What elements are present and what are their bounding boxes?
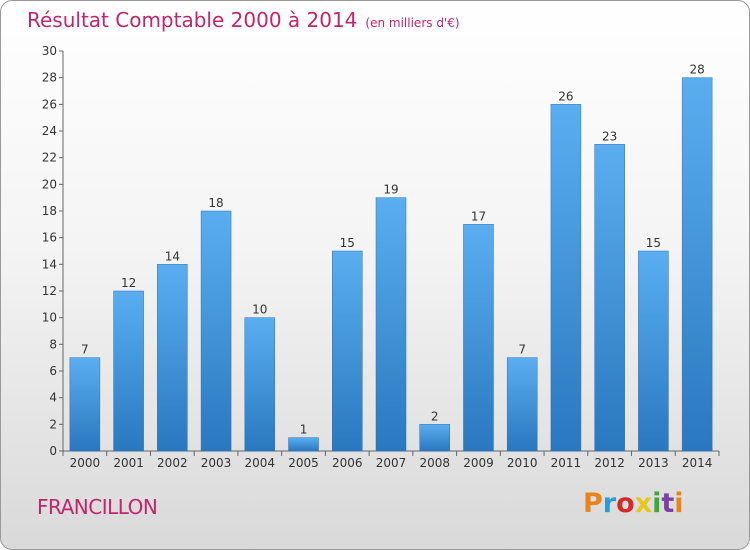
x-tick-label-2000: 2000: [70, 456, 101, 470]
y-tick-label: 16: [42, 231, 57, 245]
x-tick-label-2009: 2009: [463, 456, 494, 470]
data-label-2013: 15: [646, 236, 661, 250]
bar-2010: [506, 357, 538, 452]
x-tick-label-2013: 2013: [638, 456, 669, 470]
y-tick-label: 2: [49, 417, 57, 431]
bar-2005: [288, 437, 319, 452]
logo-letter: t: [661, 488, 675, 519]
data-label-2005: 1: [300, 423, 308, 437]
bar-2006: [332, 250, 363, 452]
chart-title: Résultat Comptable 2000 à 2014 (en millie…: [27, 8, 460, 32]
chart-subtitle: (en milliers d'€): [365, 16, 460, 30]
x-tick-label-2005: 2005: [288, 456, 319, 470]
bar-2004: [244, 317, 276, 452]
y-tick-label: 12: [42, 284, 57, 298]
bar-2008: [419, 424, 450, 452]
data-label-2000: 7: [81, 343, 89, 357]
x-tick-label-2001: 2001: [113, 456, 144, 470]
data-label-2001: 12: [121, 276, 136, 290]
x-tick-label-2010: 2010: [507, 456, 538, 470]
x-tick-label-2008: 2008: [419, 456, 450, 470]
y-tick-label: 10: [42, 311, 57, 325]
y-tick-label: 26: [42, 97, 57, 111]
data-label-2006: 15: [340, 236, 355, 250]
data-label-2010: 7: [518, 343, 526, 357]
logo-letter: i: [674, 488, 684, 519]
bar-2013: [638, 250, 669, 452]
logo-letter: x: [634, 488, 653, 519]
proxiti-logo: Proxiti: [583, 488, 684, 519]
data-label-2004: 10: [252, 303, 267, 317]
x-tick-label-2003: 2003: [201, 456, 232, 470]
x-tick-label-2012: 2012: [594, 456, 625, 470]
bar-2003: [200, 210, 232, 452]
data-label-2011: 26: [558, 89, 573, 103]
data-label-2007: 19: [383, 183, 398, 197]
y-tick-label: 20: [42, 177, 57, 191]
logo-letter: o: [616, 488, 635, 519]
logo-letter: i: [652, 488, 662, 519]
x-tick-label-2014: 2014: [682, 456, 713, 470]
y-tick-label: 6: [49, 364, 57, 378]
logo-letter: r: [602, 488, 617, 519]
x-tick-label-2006: 2006: [332, 456, 363, 470]
data-label-2008: 2: [431, 409, 439, 423]
data-label-2002: 14: [165, 249, 180, 263]
bar-2007: [375, 197, 407, 452]
chart-title-text: Résultat Comptable 2000 à 2014: [27, 8, 358, 32]
commune-name: FRANCILLON: [37, 495, 158, 519]
y-tick-label: 14: [42, 257, 57, 271]
bar-2002: [157, 264, 188, 452]
bar-2012: [594, 144, 625, 452]
x-tick-label-2004: 2004: [245, 456, 276, 470]
y-tick-label: 30: [42, 44, 57, 58]
bar-2014: [681, 77, 713, 452]
data-label-2009: 17: [471, 209, 486, 223]
bar-2001: [113, 290, 144, 452]
data-label-2012: 23: [602, 129, 617, 143]
y-tick-label: 28: [42, 71, 57, 85]
data-label-2014: 28: [689, 63, 704, 77]
data-label-2003: 18: [208, 196, 223, 210]
logo-letter: P: [583, 488, 603, 519]
y-tick-label: 8: [49, 337, 57, 351]
y-tick-label: 24: [42, 124, 57, 138]
x-tick-label-2007: 2007: [376, 456, 407, 470]
bar-2009: [463, 224, 494, 452]
y-tick-label: 4: [49, 391, 57, 405]
x-tick-label-2002: 2002: [157, 456, 188, 470]
bar-2011: [550, 104, 582, 452]
y-tick-label: 0: [49, 444, 57, 458]
bar-2000: [69, 357, 101, 452]
x-tick-label-2011: 2011: [551, 456, 582, 470]
y-tick-label: 18: [42, 204, 57, 218]
y-tick-label: 22: [42, 151, 57, 165]
